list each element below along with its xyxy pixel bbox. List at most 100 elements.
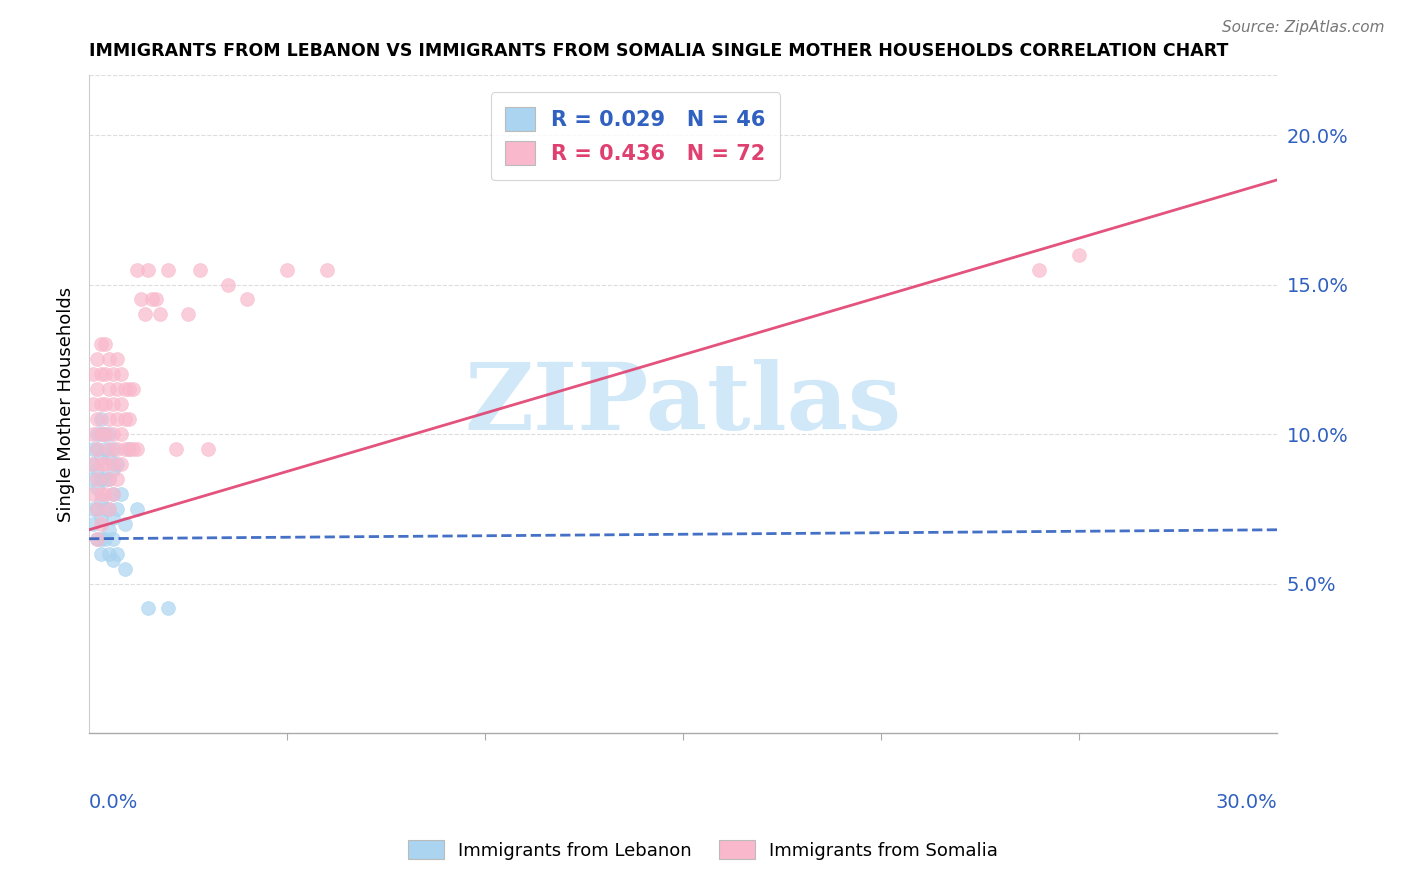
Point [97, 501, 120, 516]
Point [90, 492, 112, 507]
Point [97, 427, 120, 442]
Point [125, 501, 148, 516]
Point [86, 427, 108, 442]
Point [86, 472, 108, 486]
Point [94, 532, 117, 546]
Legend: Immigrants from Lebanon, Immigrants from Somalia: Immigrants from Lebanon, Immigrants from… [401, 833, 1005, 867]
Point [101, 510, 124, 524]
Point [86, 352, 108, 367]
Point [110, 487, 132, 501]
Point [90, 427, 112, 442]
Point [90, 547, 112, 561]
Point [1028, 262, 1050, 277]
Point [94, 472, 117, 486]
Point [110, 397, 132, 411]
Point [90, 510, 112, 524]
Point [90, 368, 112, 382]
Point [82, 397, 104, 411]
Point [86, 501, 108, 516]
Point [145, 293, 167, 307]
Point [125, 262, 148, 277]
Point [101, 442, 124, 456]
Point [114, 516, 136, 531]
Point [138, 262, 160, 277]
Point [82, 501, 104, 516]
Point [101, 487, 124, 501]
Point [94, 368, 117, 382]
Text: 0.0%: 0.0% [89, 793, 138, 812]
Point [90, 337, 112, 351]
Point [101, 397, 124, 411]
Point [90, 397, 112, 411]
Point [86, 412, 108, 426]
Point [82, 442, 104, 456]
Point [276, 262, 298, 277]
Point [110, 427, 132, 442]
Point [105, 547, 128, 561]
Point [82, 427, 104, 442]
Point [105, 352, 128, 367]
Point [129, 293, 152, 307]
Point [94, 337, 117, 351]
Point [118, 412, 141, 426]
Point [157, 262, 180, 277]
Point [157, 600, 180, 615]
Point [110, 457, 132, 471]
Point [118, 382, 141, 396]
Point [90, 516, 112, 531]
Point [197, 442, 219, 456]
Point [86, 463, 108, 477]
Point [82, 487, 104, 501]
Point [82, 516, 104, 531]
Point [82, 472, 104, 486]
Point [94, 442, 117, 456]
Point [86, 481, 108, 495]
Point [97, 501, 120, 516]
Point [134, 308, 156, 322]
Point [114, 382, 136, 396]
Point [97, 352, 120, 367]
Point [94, 397, 117, 411]
Point [101, 457, 124, 471]
Point [105, 457, 128, 471]
Legend: R = 0.029   N = 46, R = 0.436   N = 72: R = 0.029 N = 46, R = 0.436 N = 72 [491, 92, 780, 180]
Point [105, 442, 128, 456]
Point [94, 457, 117, 471]
Point [105, 472, 128, 486]
Point [94, 487, 117, 501]
Point [97, 450, 120, 465]
Text: ZIPatlas: ZIPatlas [464, 359, 901, 450]
Point [86, 501, 108, 516]
Point [86, 442, 108, 456]
Point [90, 487, 112, 501]
Point [97, 412, 120, 426]
Point [118, 442, 141, 456]
Point [105, 382, 128, 396]
Point [86, 532, 108, 546]
Point [141, 293, 163, 307]
Point [101, 552, 124, 566]
Point [97, 442, 120, 456]
Point [177, 308, 200, 322]
Point [86, 442, 108, 456]
Point [90, 450, 112, 465]
Text: Source: ZipAtlas.com: Source: ZipAtlas.com [1222, 20, 1385, 35]
Point [94, 501, 117, 516]
Point [105, 501, 128, 516]
Point [90, 457, 112, 471]
Point [315, 262, 337, 277]
Point [97, 382, 120, 396]
Point [101, 532, 124, 546]
Point [125, 442, 148, 456]
Text: 30.0%: 30.0% [1215, 793, 1277, 812]
Point [114, 442, 136, 456]
Point [97, 547, 120, 561]
Point [121, 382, 143, 396]
Point [165, 442, 187, 456]
Point [90, 427, 112, 442]
Point [97, 523, 120, 537]
Point [82, 368, 104, 382]
Point [90, 472, 112, 486]
Point [82, 457, 104, 471]
Y-axis label: Single Mother Households: Single Mother Households [58, 286, 75, 522]
